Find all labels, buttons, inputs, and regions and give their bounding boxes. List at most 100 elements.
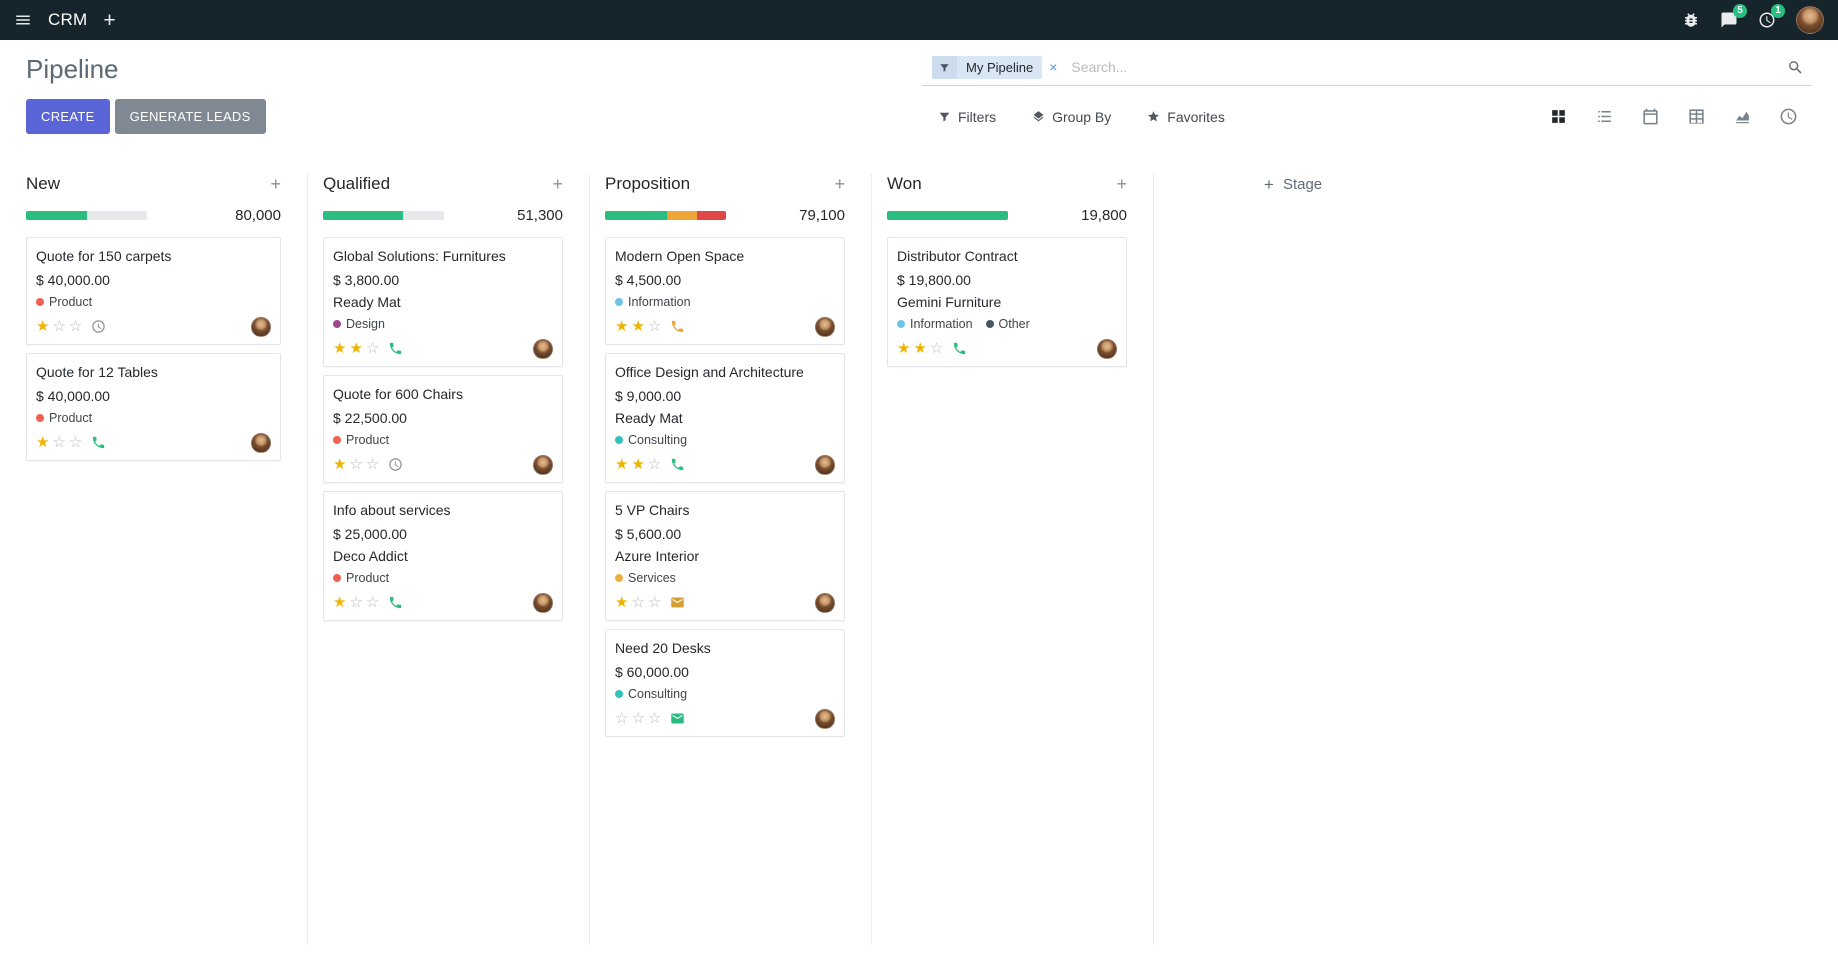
priority-stars[interactable]: ★ ☆ ☆ bbox=[615, 595, 661, 610]
star-icon[interactable]: ☆ bbox=[647, 710, 662, 728]
star-icon[interactable]: ☆ bbox=[631, 710, 645, 728]
star-icon[interactable]: ☆ bbox=[365, 340, 380, 358]
filters-menu-button[interactable]: Filters bbox=[938, 109, 996, 125]
progress-segment[interactable] bbox=[666, 211, 697, 220]
activity-phone-icon[interactable] bbox=[388, 341, 403, 356]
graph-view-icon[interactable] bbox=[1733, 107, 1752, 126]
list-view-icon[interactable] bbox=[1595, 107, 1614, 126]
column-add-icon[interactable]: + bbox=[552, 174, 563, 194]
column-progressbar[interactable] bbox=[26, 211, 147, 220]
kanban-view-icon[interactable] bbox=[1549, 107, 1568, 126]
create-button[interactable]: CREATE bbox=[26, 99, 110, 134]
kanban-card[interactable]: 5 VP Chairs $ 5,600.00 Azure Interior Servi… bbox=[605, 490, 845, 621]
activities-clock-icon[interactable]: 1 bbox=[1758, 4, 1785, 29]
progress-segment[interactable] bbox=[605, 211, 667, 220]
activity-phone-icon[interactable] bbox=[670, 319, 685, 334]
pivot-view-icon[interactable] bbox=[1687, 107, 1706, 126]
salesperson-avatar[interactable] bbox=[251, 316, 271, 337]
star-icon[interactable]: ★ bbox=[631, 318, 645, 336]
calendar-view-icon[interactable] bbox=[1641, 107, 1660, 126]
group-by-menu-button[interactable]: Group By bbox=[1032, 109, 1111, 125]
star-icon[interactable]: ☆ bbox=[52, 318, 66, 336]
priority-stars[interactable]: ★ ★ ☆ bbox=[615, 319, 661, 334]
star-icon[interactable]: ★ bbox=[897, 340, 911, 358]
star-icon[interactable]: ☆ bbox=[68, 318, 83, 336]
star-icon[interactable]: ★ bbox=[36, 318, 50, 336]
debug-bug-icon[interactable] bbox=[1682, 11, 1700, 29]
star-icon[interactable]: ★ bbox=[333, 594, 347, 612]
column-add-icon[interactable]: + bbox=[270, 174, 281, 194]
priority-stars[interactable]: ★ ★ ☆ bbox=[333, 341, 379, 356]
activity-clock-icon[interactable] bbox=[91, 319, 106, 334]
add-stage-button[interactable]: + Stage bbox=[1264, 175, 1323, 194]
star-icon[interactable]: ★ bbox=[615, 318, 629, 336]
kanban-card[interactable]: Global Solutions: Furnitures $ 3,800.00 Re… bbox=[323, 237, 563, 367]
star-icon[interactable]: ★ bbox=[913, 340, 927, 358]
kanban-card[interactable]: Distributor Contract $ 19,800.00 Gemini Fu… bbox=[887, 237, 1127, 367]
star-icon[interactable]: ☆ bbox=[68, 434, 83, 452]
activity-view-icon[interactable] bbox=[1779, 107, 1798, 126]
priority-stars[interactable]: ★ ☆ ☆ bbox=[36, 435, 82, 450]
activity-phone-icon[interactable] bbox=[91, 435, 106, 450]
activity-phone-icon[interactable] bbox=[388, 595, 403, 610]
priority-stars[interactable]: ☆ ☆ ☆ bbox=[615, 711, 661, 726]
star-icon[interactable]: ★ bbox=[615, 456, 629, 474]
star-icon[interactable]: ★ bbox=[333, 456, 347, 474]
salesperson-avatar[interactable] bbox=[533, 592, 553, 613]
priority-stars[interactable]: ★ ★ ☆ bbox=[897, 341, 943, 356]
kanban-card[interactable]: Quote for 12 Tables $ 40,000.00 Product ★ ☆ ☆ bbox=[26, 352, 281, 461]
column-add-icon[interactable]: + bbox=[834, 174, 845, 194]
star-icon[interactable]: ★ bbox=[349, 340, 363, 358]
salesperson-avatar[interactable] bbox=[251, 432, 271, 453]
star-icon[interactable]: ☆ bbox=[647, 594, 662, 612]
generate-leads-button[interactable]: GENERATE LEADS bbox=[114, 99, 266, 134]
star-icon[interactable]: ☆ bbox=[647, 318, 662, 336]
star-icon[interactable]: ★ bbox=[631, 456, 645, 474]
salesperson-avatar[interactable] bbox=[815, 454, 835, 475]
kanban-card[interactable]: Modern Open Space $ 4,500.00 Information ★ ★… bbox=[605, 237, 845, 345]
kanban-card[interactable]: Quote for 150 carpets $ 40,000.00 Product ★… bbox=[26, 237, 281, 345]
search-bar[interactable]: My Pipeline × bbox=[922, 53, 1812, 86]
kanban-card[interactable]: Quote for 600 Chairs $ 22,500.00 Product ★ ☆… bbox=[323, 374, 563, 483]
star-icon[interactable]: ☆ bbox=[349, 594, 363, 612]
activity-clock-icon[interactable] bbox=[388, 457, 403, 472]
search-facet[interactable]: My Pipeline bbox=[932, 55, 1043, 79]
salesperson-avatar[interactable] bbox=[815, 316, 835, 337]
progress-segment[interactable] bbox=[26, 211, 87, 220]
activity-phone-icon[interactable] bbox=[952, 341, 967, 356]
star-icon[interactable]: ☆ bbox=[929, 340, 944, 358]
salesperson-avatar[interactable] bbox=[815, 592, 835, 613]
activity-phone-icon[interactable] bbox=[670, 457, 685, 472]
search-icon[interactable] bbox=[1785, 59, 1806, 76]
app-name[interactable]: CRM bbox=[48, 10, 88, 29]
star-icon[interactable]: ☆ bbox=[365, 594, 380, 612]
star-icon[interactable]: ☆ bbox=[647, 456, 662, 474]
messages-icon[interactable]: 5 bbox=[1720, 4, 1747, 29]
progress-segment[interactable] bbox=[696, 211, 726, 220]
star-icon[interactable]: ★ bbox=[615, 594, 629, 612]
priority-stars[interactable]: ★ ☆ ☆ bbox=[36, 319, 82, 334]
salesperson-avatar[interactable] bbox=[1097, 338, 1117, 359]
star-icon[interactable]: ☆ bbox=[52, 434, 66, 452]
column-progressbar[interactable] bbox=[887, 211, 1008, 220]
salesperson-avatar[interactable] bbox=[533, 454, 553, 475]
activity-envelope-icon[interactable] bbox=[670, 595, 685, 610]
progress-segment[interactable] bbox=[323, 211, 403, 220]
kanban-card[interactable]: Office Design and Architecture $ 9,000.00… bbox=[605, 352, 845, 483]
salesperson-avatar[interactable] bbox=[815, 708, 835, 729]
kanban-card[interactable]: Info about services $ 25,000.00 Deco Addic… bbox=[323, 490, 563, 621]
star-icon[interactable]: ★ bbox=[36, 434, 50, 452]
quick-add-icon[interactable]: + bbox=[103, 8, 116, 32]
star-icon[interactable]: ☆ bbox=[349, 456, 363, 474]
user-avatar[interactable] bbox=[1796, 6, 1824, 34]
progress-segment[interactable] bbox=[887, 211, 1008, 220]
kanban-card[interactable]: Need 20 Desks $ 60,000.00 Consulting ☆ ☆ ☆ bbox=[605, 628, 845, 737]
activity-envelope-icon[interactable] bbox=[670, 711, 685, 726]
priority-stars[interactable]: ★ ☆ ☆ bbox=[333, 595, 379, 610]
star-icon[interactable]: ☆ bbox=[615, 710, 629, 728]
star-icon[interactable]: ☆ bbox=[631, 594, 645, 612]
favorites-menu-button[interactable]: Favorites bbox=[1147, 109, 1225, 125]
star-icon[interactable]: ★ bbox=[333, 340, 347, 358]
apps-menu-icon[interactable] bbox=[14, 11, 32, 29]
priority-stars[interactable]: ★ ★ ☆ bbox=[615, 457, 661, 472]
